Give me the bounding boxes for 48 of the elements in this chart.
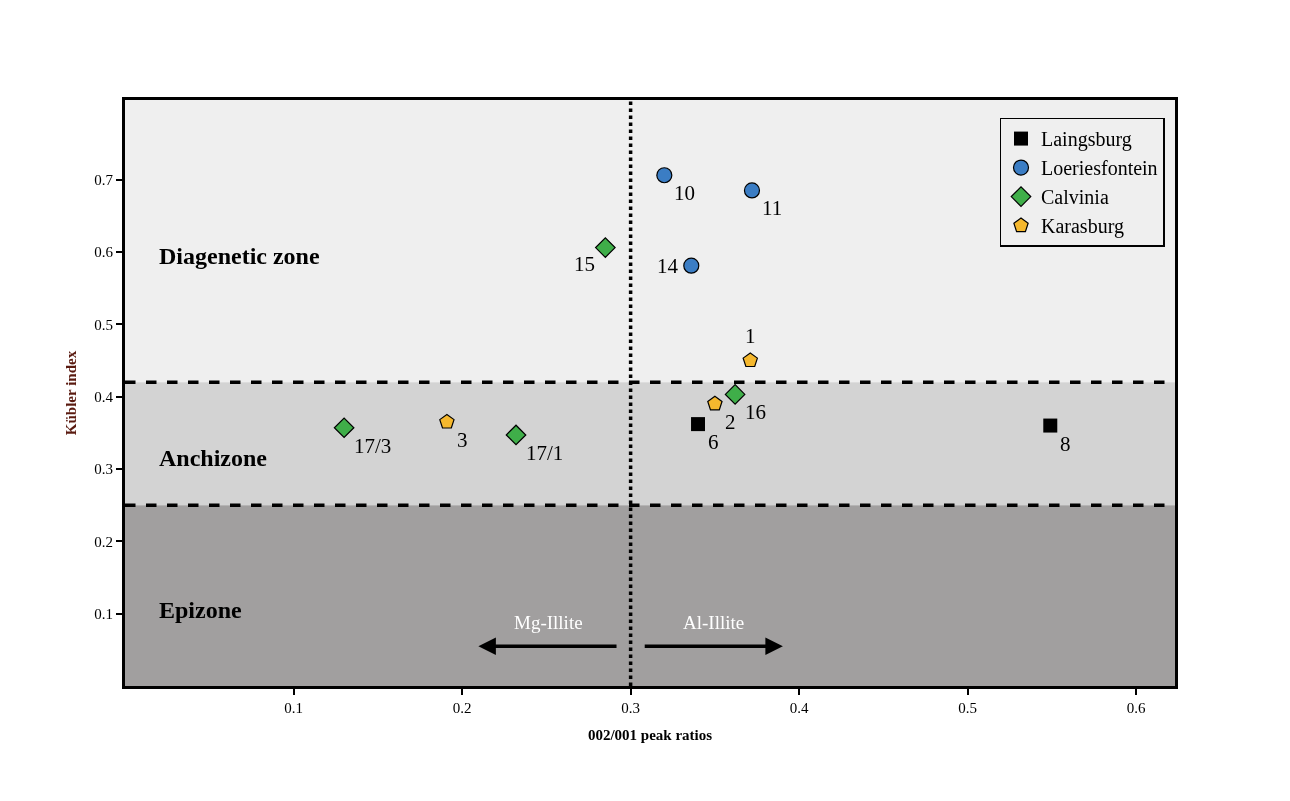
band-label: Epizone	[159, 597, 243, 623]
y-tick-label: 0.6	[94, 244, 114, 261]
point	[683, 257, 700, 274]
band-label: Diagenetic zone	[159, 243, 320, 269]
annotation: 11	[762, 196, 783, 220]
legend-label: Loeriesfontein	[1041, 157, 1158, 180]
legend-label: Karasburg	[1041, 215, 1124, 239]
x-tick-label: 0.3	[621, 700, 640, 716]
y-tick-label: 0.3	[94, 461, 113, 478]
band-label: Anchizone	[159, 445, 268, 471]
annotation: Mg-Illite	[514, 612, 583, 633]
y-axis-title: Kübler index	[62, 350, 79, 436]
x-tick-label: 0.6	[1126, 700, 1147, 716]
y-tick-label: 0.4	[94, 388, 114, 405]
legend-label: Calvinia	[1041, 186, 1109, 209]
point	[724, 384, 746, 405]
point	[333, 417, 355, 439]
point	[594, 237, 616, 258]
x-axis-title: 002/001 peak ratios	[587, 727, 713, 743]
annotation: 1	[745, 324, 756, 348]
x-tick-label: 0.5	[958, 700, 978, 716]
y-tick-label: 0.7	[94, 171, 114, 188]
annotation: 17/1	[526, 441, 564, 465]
point	[439, 413, 455, 429]
annotation: 3	[457, 428, 468, 452]
point	[656, 167, 673, 184]
annotation: Al-Illite	[683, 612, 745, 633]
y-tick-label: 0.2	[94, 533, 113, 550]
point	[505, 424, 527, 446]
point	[1043, 418, 1058, 433]
annotation: 15	[574, 252, 595, 276]
x-tick-label: 0.1	[284, 700, 303, 716]
annotation: 8	[1060, 432, 1071, 456]
annotation: 16	[745, 400, 766, 424]
point	[691, 417, 706, 432]
annotation: 10	[674, 181, 695, 205]
x-tick-label: 0.2	[452, 700, 472, 716]
annotation: 2	[725, 410, 736, 434]
x-tick-label: 0.4	[789, 700, 810, 716]
point	[743, 182, 761, 199]
annotation: 6	[708, 430, 719, 454]
annotation: 17/3	[354, 434, 392, 458]
point	[707, 395, 723, 411]
legend-label: Laingsburg	[1041, 128, 1132, 152]
y-tick-label: 0.5	[94, 316, 113, 333]
point	[742, 352, 759, 368]
y-tick-label: 0.1	[94, 605, 113, 622]
annotation: 14	[657, 254, 679, 278]
